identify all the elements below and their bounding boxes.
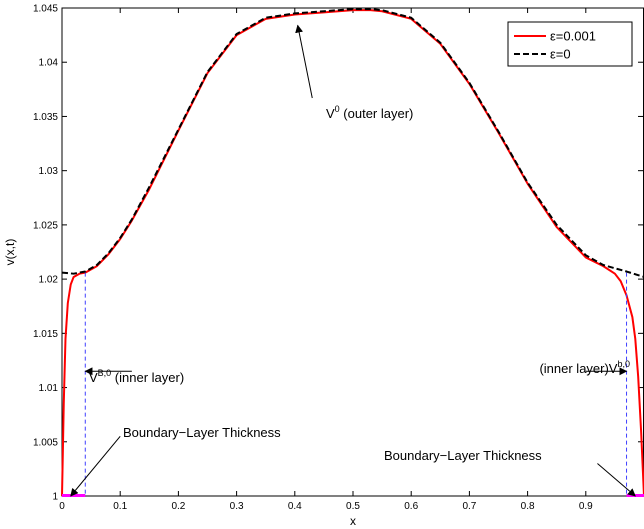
x-tick-label: 0.4 [288, 501, 302, 512]
x-tick-label: 0.8 [521, 501, 535, 512]
legend: ε=0.001 ε=0 [507, 21, 633, 67]
series-line-eps-0-001 [61, 9, 644, 497]
annotation-arrow [70, 436, 121, 497]
axis-ticks: 0 0.1 0.2 0.3 0.4 0.5 0.6 0.7 0.8 0.9 1 1.005 1.01 1.… [33, 4, 643, 512]
annotation-boundary-thickness-right: Boundary−Layer Thickness [384, 448, 542, 463]
annotation-arrow [295, 24, 313, 99]
annotation-outer-layer: V0 (outer layer) [326, 104, 413, 121]
y-tick-label: 1.045 [33, 4, 58, 15]
x-tick-label: 0.1 [113, 501, 127, 512]
annotation-arrow [597, 463, 636, 497]
x-tick-label: 0.6 [404, 501, 418, 512]
x-tick-label: 0 [59, 501, 65, 512]
y-tick-label: 1.03 [39, 166, 59, 177]
x-axis-label: x [350, 514, 356, 528]
y-tick-label: 1.04 [39, 58, 59, 69]
y-axis-label: v(x,t) [3, 239, 17, 266]
y-tick-label: 1.005 [33, 437, 58, 448]
annotation-inner-layer-right: (inner layer)Vb,0 [539, 359, 630, 376]
x-tick-label: 0.9 [579, 501, 593, 512]
y-tick-label: 1.02 [39, 275, 59, 286]
x-tick-label: 0.3 [230, 501, 244, 512]
annotations: V0 (outer layer) VB,0 (inner layer) (inner… [62, 24, 644, 497]
series-lines [61, 8, 644, 497]
legend-label: ε=0 [550, 47, 571, 62]
legend-box [507, 21, 633, 67]
x-tick-label: 0.7 [462, 501, 476, 512]
y-tick-label: 1.035 [33, 112, 58, 123]
y-tick-label: 1.025 [33, 220, 58, 231]
y-tick-label: 1 [52, 492, 58, 503]
annotation-boundary-thickness-left: Boundary−Layer Thickness [123, 425, 281, 440]
annotation-inner-layer-left: VB,0 (inner layer) [89, 368, 184, 385]
x-tick-label: 0.5 [346, 501, 360, 512]
plot-frame [61, 7, 644, 497]
y-tick-label: 1.01 [39, 383, 59, 394]
x-tick-label: 0.2 [171, 501, 185, 512]
plot-area [61, 7, 644, 497]
legend-label: ε=0.001 [550, 29, 596, 44]
y-tick-label: 1.015 [33, 329, 58, 340]
series-line-eps-0 [61, 8, 644, 278]
